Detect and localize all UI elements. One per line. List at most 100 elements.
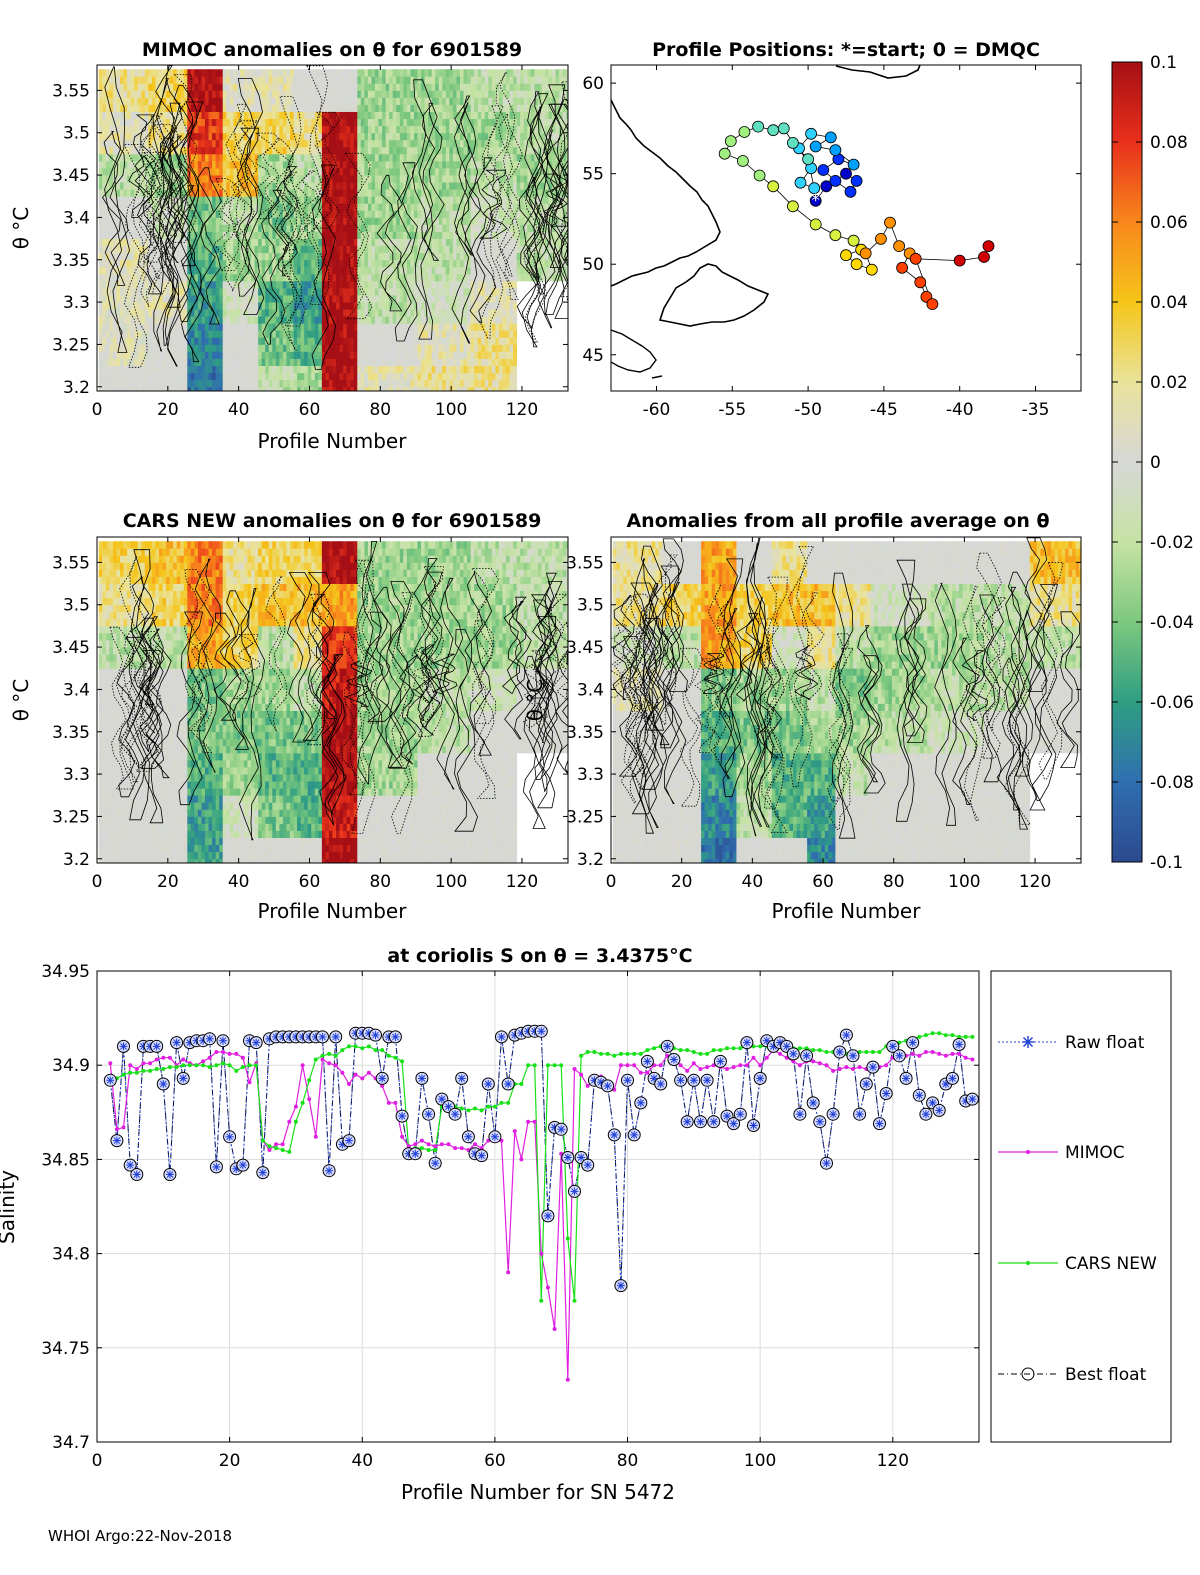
heatmap-cell [151,146,156,155]
heatmap-cell [258,365,263,374]
heatmap-cell [456,125,461,134]
heatmap-cell [360,111,365,120]
heatmap-cell [148,189,153,197]
heatmap-cell [268,351,273,359]
heatmap-cell [321,175,326,183]
heatmap-cell [190,189,195,197]
heatmap-cell [438,90,443,98]
heatmap-cell [353,76,358,84]
heatmap-cell [120,238,124,247]
heatmap-cell [282,323,287,331]
heatmap-cell [314,245,319,254]
heatmap-cell [201,90,206,98]
heatmap-cell [120,273,124,282]
heatmap-cell [144,104,149,112]
heatmap-cell [162,337,167,345]
heatmap-cell [431,196,436,204]
heatmap-cell [442,323,447,331]
heatmap-cell [293,168,298,176]
heatmap-cell [445,118,450,127]
heatmap-cell [314,337,319,345]
heatmap-cell [162,217,167,225]
heatmap-cell [375,196,379,204]
heatmap-cell [375,153,379,162]
heatmap-cell [343,280,348,289]
heatmap-cell [137,309,142,317]
heatmap-cell [304,146,309,155]
heatmap-cell [360,182,365,190]
heatmap-cell [325,252,330,261]
heatmap-cell [406,90,411,98]
heatmap-cell [321,104,326,112]
heatmap-cell [314,189,319,197]
heatmap-cell [158,76,163,84]
heatmap-cell [378,252,383,261]
heatmap-cell [120,295,124,303]
heatmap-cell [137,224,142,232]
heatmap-cell [120,196,124,204]
heatmap-cell [190,203,195,211]
heatmap-cell [219,252,224,261]
heatmap-cell [254,111,259,120]
heatmap-cell [162,104,167,112]
heatmap-cell [116,168,121,176]
heatmap-cell [155,132,160,141]
heatmap-cell [459,372,464,381]
heatmap-cell [144,280,149,289]
heatmap-cell [109,365,114,374]
heatmap-cell [141,287,146,296]
heatmap-cell [417,259,422,268]
heatmap-cell [144,273,149,282]
heatmap-cell [456,252,461,261]
heatmap-cell [187,358,192,366]
heatmap-cell [314,273,319,282]
heatmap-cell [392,287,397,296]
heatmap-cell [201,344,206,352]
heatmap-cell [336,76,340,84]
heatmap-cell [215,146,220,155]
heatmap-cell [364,252,369,261]
heatmap-cell [403,259,408,268]
heatmap-cell [112,125,117,134]
heatmap-cell [403,203,408,211]
heatmap-cell [339,266,344,275]
heatmap-cell [396,316,401,324]
heatmap-cell [371,217,376,225]
heatmap-cell [176,351,181,359]
heatmap-cell [406,210,411,218]
heatmap-cell [190,83,195,91]
heatmap-cell [180,153,185,162]
heatmap-cell [155,76,160,84]
heatmap-cell [205,111,209,120]
heatmap-cell [346,302,351,310]
heatmap-cell [307,337,312,345]
heatmap-cell [134,337,139,345]
heatmap-cell [134,231,139,239]
heatmap-cell [275,323,280,331]
heatmap-cell [431,217,436,225]
heatmap-cell [314,76,319,84]
heatmap-cell [123,111,128,120]
heatmap-cell [102,97,107,105]
heatmap-cell [240,69,245,77]
heatmap-cell [205,139,209,148]
heatmap-cell [300,231,305,239]
heatmap-cell [226,196,231,204]
heatmap-cell [109,287,114,296]
heatmap-cell [367,224,372,232]
heatmap-cell [360,90,365,98]
heatmap-cell [435,337,440,345]
heatmap-cell [176,365,181,374]
heatmap-cell [286,76,291,84]
heatmap-cell [375,337,379,345]
heatmap-cell [283,401,287,408]
heatmap-cell [275,189,280,197]
heatmap-cell [435,217,440,225]
heatmap-cell [183,351,188,359]
heatmap-cell [413,302,418,310]
heatmap-cell [300,386,305,391]
heatmap-cell [428,365,433,374]
heatmap-cell [215,351,220,359]
heatmap-cell [399,386,404,391]
heatmap-cell [293,344,298,352]
